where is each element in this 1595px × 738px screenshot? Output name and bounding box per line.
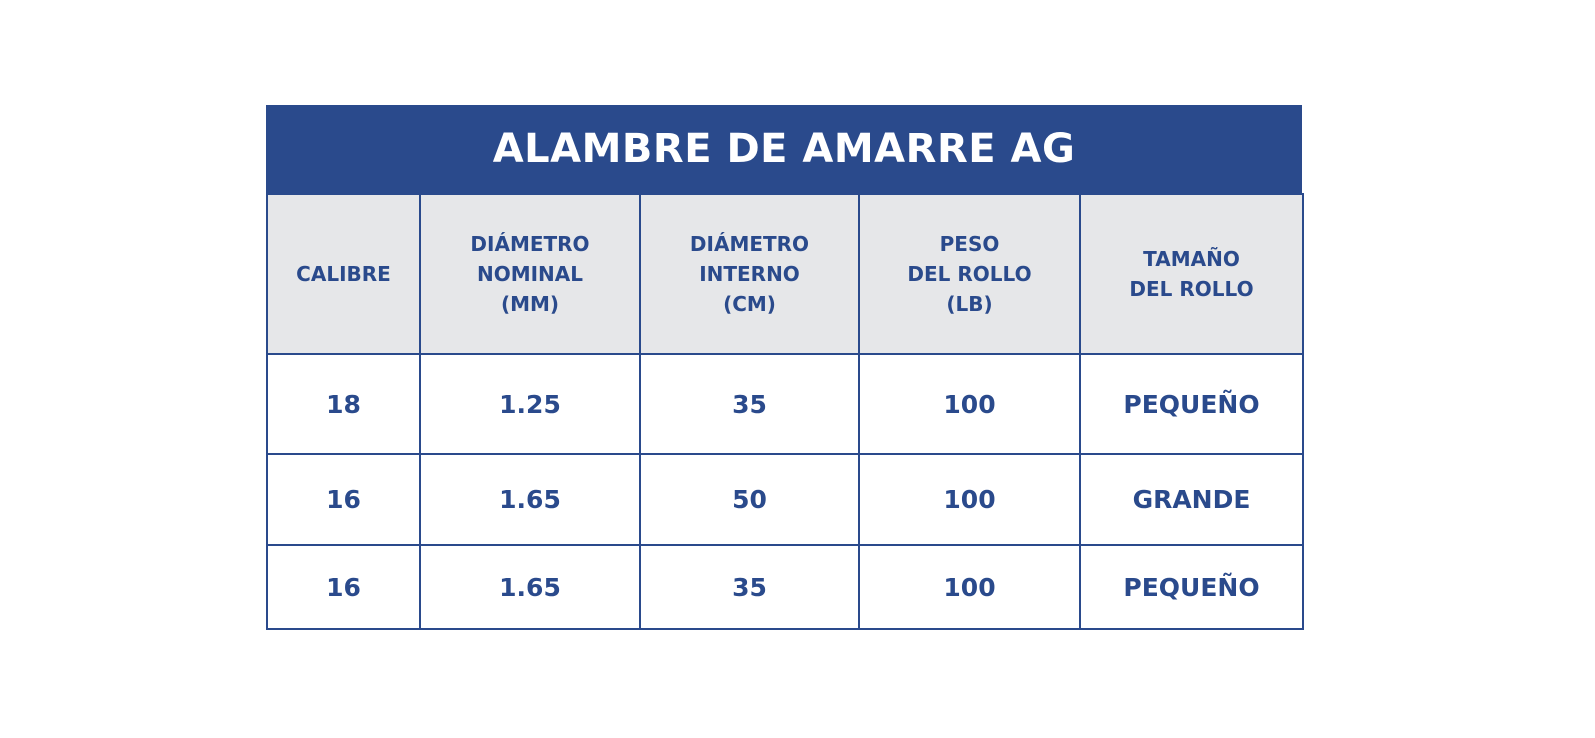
header-calibre: CALIBRE — [266, 193, 421, 355]
header-line: NOMINAL — [476, 262, 584, 286]
cell-diametro-nominal: 1.65 — [419, 453, 641, 546]
header-line: CALIBRE — [296, 262, 391, 286]
cell-peso: 100 — [858, 353, 1081, 455]
header-line: (LB) — [946, 292, 993, 316]
header-tamano: TAMAÑO DEL ROLLO — [1079, 193, 1304, 355]
header-row: CALIBRE DIÁMETRO NOMINAL (MM) DIÁMETRO INTE… — [266, 193, 1304, 355]
cell-diametro-nominal: 1.65 — [419, 544, 641, 630]
header-line: DIÁMETRO — [470, 232, 590, 256]
table-row: 18 1.25 35 100 PEQUEÑO — [266, 353, 1304, 455]
header-line: DIÁMETRO — [689, 232, 810, 256]
header-line: DEL ROLLO — [907, 262, 1032, 286]
cell-diametro-nominal: 1.25 — [419, 353, 641, 455]
table-title: ALAMBRE DE AMARRE AG — [266, 105, 1302, 193]
header-line: DEL ROLLO — [1129, 277, 1254, 301]
header-diametro-nominal: DIÁMETRO NOMINAL (MM) — [419, 193, 641, 355]
header-line: (CM) — [723, 292, 776, 316]
cell-diametro-interno: 35 — [639, 544, 860, 630]
header-diametro-interno: DIÁMETRO INTERNO (CM) — [639, 193, 860, 355]
cell-calibre: 16 — [266, 453, 421, 546]
table-row: 16 1.65 35 100 PEQUEÑO — [266, 544, 1304, 630]
cell-diametro-interno: 35 — [639, 353, 860, 455]
header-line: INTERNO — [699, 262, 800, 286]
spec-table-container: ALAMBRE DE AMARRE AG CALIBRE DIÁMETRO NOM… — [266, 105, 1304, 630]
cell-calibre: 18 — [266, 353, 421, 455]
header-line: PESO — [939, 232, 1000, 256]
cell-peso: 100 — [858, 453, 1081, 546]
cell-calibre: 16 — [266, 544, 421, 630]
spec-table: CALIBRE DIÁMETRO NOMINAL (MM) DIÁMETRO INTE… — [266, 193, 1304, 630]
cell-tamano: GRANDE — [1079, 453, 1304, 546]
cell-tamano: PEQUEÑO — [1079, 353, 1304, 455]
header-line: TAMAÑO — [1143, 247, 1240, 271]
table-row: 16 1.65 50 100 GRANDE — [266, 453, 1304, 546]
cell-tamano: PEQUEÑO — [1079, 544, 1304, 630]
header-line: (MM) — [500, 292, 560, 316]
cell-peso: 100 — [858, 544, 1081, 630]
header-peso: PESO DEL ROLLO (LB) — [858, 193, 1081, 355]
cell-diametro-interno: 50 — [639, 453, 860, 546]
